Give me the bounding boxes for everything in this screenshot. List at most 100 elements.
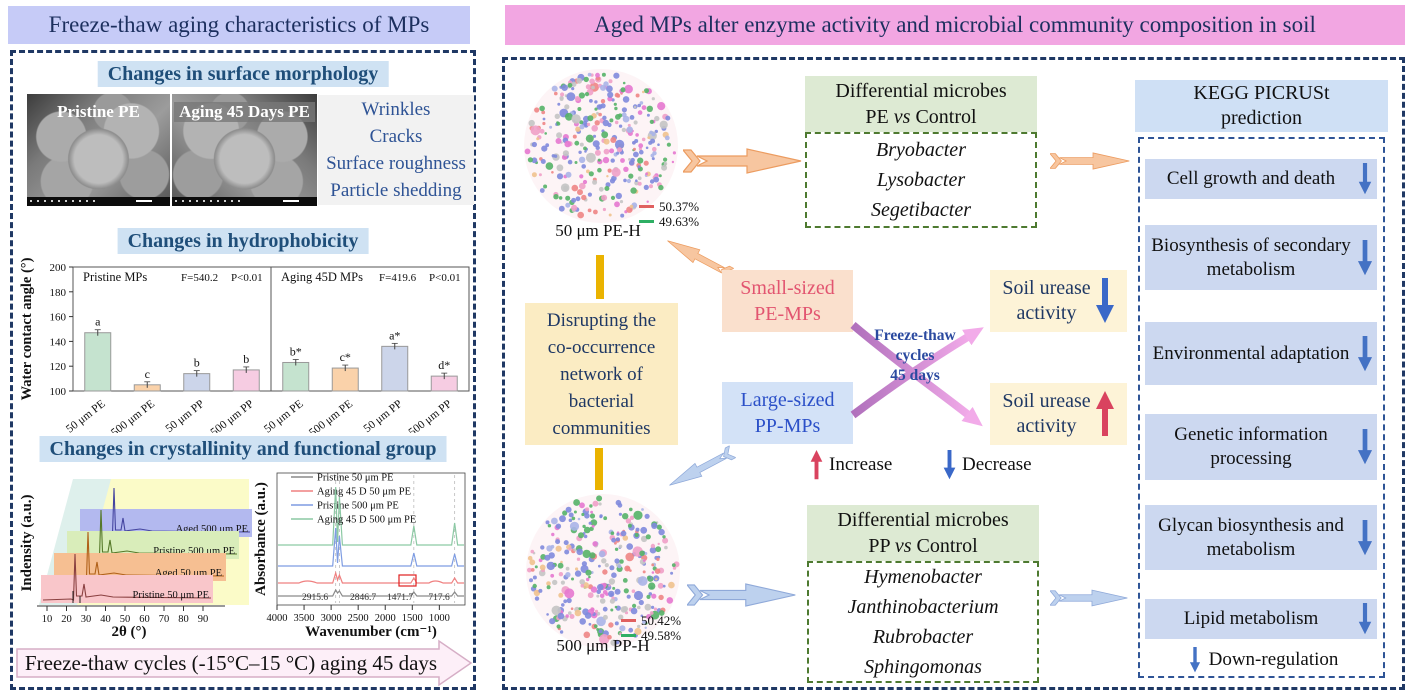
down-regulation-text: Down-regulation	[1208, 649, 1339, 670]
svg-text:50 μm PP: 50 μm PP	[164, 398, 207, 433]
network1-positive-pct: 50.37%	[659, 199, 700, 214]
microbe-bryobacter: Bryobacter	[876, 139, 966, 161]
heading-morphology-text: Changes in surface morphology	[107, 63, 379, 85]
up-arrow-icon	[1095, 391, 1114, 436]
increase-legend: Increase	[810, 450, 892, 480]
svg-text:Aging 45 D 500 μm PE: Aging 45 D 500 μm PE	[317, 515, 416, 526]
svg-text:d*: d*	[438, 358, 450, 372]
arrow-body	[669, 452, 727, 486]
soil-urease-up-text: Soil urease activity	[1002, 389, 1090, 439]
svg-text:50 μm PE: 50 μm PE	[64, 398, 107, 433]
feature-cracks: Cracks	[369, 126, 423, 147]
svg-text:70: 70	[159, 614, 170, 625]
sem-pristine-texture	[27, 94, 170, 206]
down-arrow-icon	[1358, 603, 1372, 635]
heading-crystallinity-text: Changes in crystallinity and functional …	[49, 438, 437, 460]
kegg-item-text: Genetic information processing	[1174, 424, 1328, 469]
svg-text:a*: a*	[389, 328, 400, 342]
freeze-line: 45 days	[890, 367, 940, 384]
svg-text:Aging 45D MPs: Aging 45D MPs	[281, 270, 363, 284]
microbe-sphingomonas: Sphingomonas	[864, 656, 982, 678]
legend-red-line	[639, 205, 654, 208]
feature-particle-shedding: Particle shedding	[330, 180, 462, 201]
arrow-network2-to-pp-box	[687, 583, 796, 607]
svg-text:40: 40	[100, 614, 111, 625]
svg-text:c: c	[145, 367, 150, 381]
disrupt-line: bacterial	[568, 390, 635, 412]
arrow-tail-chevron	[723, 445, 737, 461]
svg-text:P<0.01: P<0.01	[429, 272, 461, 284]
svg-text:4000: 4000	[267, 613, 288, 624]
morphology-features-box: Wrinkles Cracks Surface roughness Partic…	[318, 95, 474, 205]
urease-line2: activity	[1016, 302, 1077, 324]
pp-microbes-box: Hymenobacter Janthinobacterium Rubrobact…	[807, 561, 1039, 683]
kegg-pathway-container: Cell growth and death Biosynthesis of se…	[1138, 137, 1385, 678]
down-arrow-icon	[1095, 278, 1114, 323]
heading-crystallinity: Changes in crystallinity and functional …	[39, 436, 447, 462]
arrow-body	[696, 148, 802, 174]
svg-text:3000: 3000	[321, 613, 342, 624]
right-panel-title: Aged MPs alter enzyme activity and micro…	[505, 5, 1405, 45]
decrease-text: Decrease	[962, 454, 1032, 475]
svg-text:b: b	[243, 352, 249, 366]
disrupt-line: Disrupting the	[546, 309, 657, 331]
legend-green-line	[639, 220, 654, 223]
freeze-thaw-crossing-arrows	[850, 321, 984, 427]
down-arrow-icon	[1358, 163, 1372, 195]
microbe-hymenobacter: Hymenobacter	[864, 566, 982, 588]
decrease-legend: Decrease	[943, 450, 1032, 480]
water-contact-angle-chart: 100 120 140 160 180 200 Water contact angle (°…	[19, 257, 470, 433]
large-sized-pp-mps-box: Large-sized PP-MPs	[722, 382, 853, 444]
urease-line1: Soil urease	[1002, 390, 1091, 412]
svg-text:F=419.6: F=419.6	[379, 272, 417, 284]
sem-metadata-marks	[175, 200, 245, 202]
network2-label: 500 μm PP-H	[556, 636, 650, 655]
svg-text:500 μm PE: 500 μm PE	[109, 398, 157, 433]
svg-text:Aging 45 D 50 μm PE: Aging 45 D 50 μm PE	[317, 487, 411, 498]
network-diagram-500um-PP	[526, 494, 680, 648]
xrd-chart: Aged 500 μm PE Pristine 500 μm PE Aged 50 …	[19, 479, 252, 639]
svg-text:Water contact angle (°): Water contact angle (°)	[19, 257, 35, 400]
kegg-title-line2: prediction	[1220, 107, 1303, 129]
pe-microbes-box: Bryobacter Lysobacter Segetibacter	[805, 132, 1037, 228]
small-sized-pe-mps-box: Small-sized PE-MPs	[722, 270, 853, 332]
down-arrow-icon	[943, 450, 956, 480]
feature-surface-roughness: Surface roughness	[326, 153, 466, 174]
soil-urease-down-box: Soil urease activity	[990, 270, 1127, 332]
kegg-item-text: Lipid metabolism	[1183, 608, 1319, 629]
large-box-line1: Large-sized	[740, 389, 835, 411]
svg-text:Aged 50 μm PE: Aged 50 μm PE	[155, 568, 222, 579]
freeze-thaw-cycles-label: Freeze-thaw cycles 45 days	[857, 326, 973, 386]
svg-text:160: 160	[50, 312, 67, 324]
kegg-item-text: Environmental adaptation	[1152, 342, 1350, 364]
svg-text:50 μm PE: 50 μm PE	[262, 398, 305, 433]
svg-text:P<0.01: P<0.01	[231, 272, 263, 284]
pp-control: Control	[916, 535, 978, 557]
pp-header-line2: PP vs Control	[868, 533, 977, 559]
disrupt-line: co-occurrence	[547, 336, 656, 358]
svg-text:Pristine MPs: Pristine MPs	[83, 270, 147, 284]
down-arrow-icon	[1357, 519, 1373, 555]
disrupting-network-box: Disrupting the co-occurrence network of …	[525, 303, 678, 445]
left-panel-title: Freeze-thaw aging characteristics of MPs	[8, 6, 470, 44]
arrow-body	[1059, 589, 1128, 607]
svg-text:10: 10	[42, 614, 53, 625]
urease-line1: Soil urease	[1002, 277, 1091, 299]
network1-label: 50 μm PE-H	[555, 221, 641, 240]
cross-arrow-down	[850, 321, 983, 427]
kegg-header: KEGG PICRUSt prediction	[1135, 80, 1388, 132]
svg-text:500 μm PP: 500 μm PP	[209, 398, 257, 433]
feature-wrinkles: Wrinkles	[361, 99, 431, 120]
arrow-pe-box-to-kegg	[1050, 152, 1130, 170]
svg-text:120: 120	[50, 361, 67, 373]
network1-negative-pct: 49.63%	[659, 214, 700, 229]
kegg-item-biosynthesis: Biosynthesis of secondary metabolism	[1145, 225, 1377, 290]
network2-legend: 50.42% 49.58%	[621, 613, 681, 643]
pe-differential-header: Differential microbes PE vs Control	[805, 76, 1037, 132]
network1-legend: 50.37% 49.63%	[639, 199, 699, 229]
svg-text:50: 50	[120, 614, 131, 625]
arrow-large-mps-to-network2	[669, 445, 737, 486]
kegg-item-text: Biosynthesis of secondary metabolism	[1151, 234, 1351, 280]
microbe-lysobacter: Lysobacter	[876, 169, 966, 191]
sem-aged-infobar	[172, 197, 317, 206]
